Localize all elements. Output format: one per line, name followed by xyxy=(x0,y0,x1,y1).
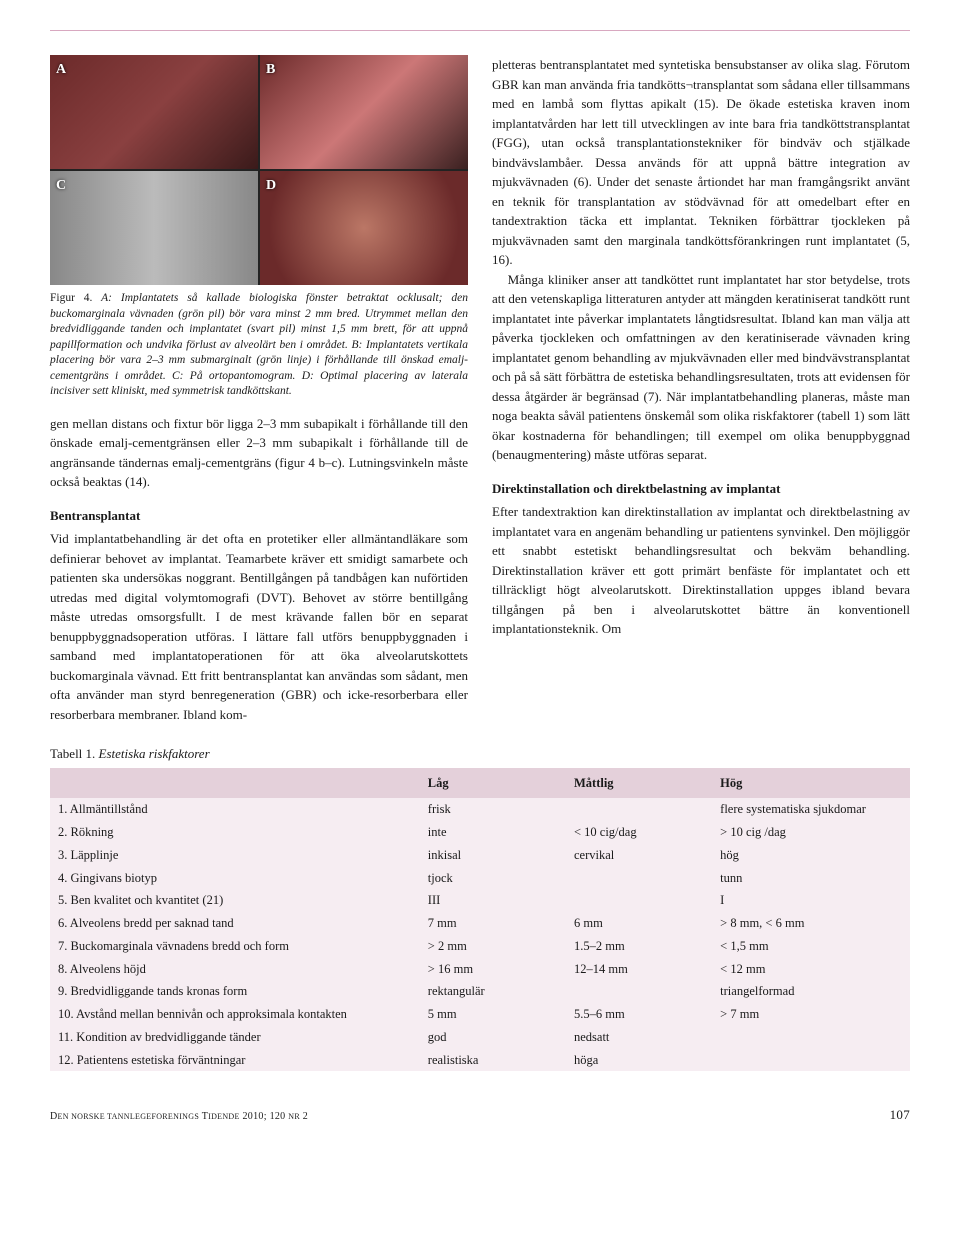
table-cell: 12–14 mm xyxy=(566,958,712,981)
table-row: 11. Kondition av bredvidliggande tänderg… xyxy=(50,1026,910,1049)
table-cell: hög xyxy=(712,844,910,867)
table-cell: god xyxy=(420,1026,566,1049)
figure-4-lead: Figur 4. xyxy=(50,292,92,304)
table-cell xyxy=(566,798,712,821)
right-column: pletteras bentransplantatet med syntetis… xyxy=(492,55,910,724)
table-cell: > 16 mm xyxy=(420,958,566,981)
table-row: 9. Bredvidliggande tands kronas formrekt… xyxy=(50,980,910,1003)
table-cell: frisk xyxy=(420,798,566,821)
table-row: 4. Gingivans biotyptjock tunn xyxy=(50,867,910,890)
table-cell xyxy=(566,980,712,1003)
footer-journal: DEN NORSKE TANNLEGEFORENINGS TIDENDE 201… xyxy=(50,1109,308,1124)
panel-label-b: B xyxy=(266,59,275,80)
table-header-row: Låg Måttlig Hög xyxy=(50,768,910,799)
table-cell: < 10 cig/dag xyxy=(566,821,712,844)
table-cell: flere systematiska sjukdomar xyxy=(712,798,910,821)
figure-4-image-grid: A B C D xyxy=(50,55,468,285)
right-section-head: Direktinstallation och direktbelastning … xyxy=(492,479,910,499)
table-cell: 11. Kondition av bredvidliggande tänder xyxy=(50,1026,420,1049)
th-1: Låg xyxy=(420,768,566,799)
table-cell: 1.5–2 mm xyxy=(566,935,712,958)
th-2: Måttlig xyxy=(566,768,712,799)
table-cell: 6. Alveolens bredd per saknad tand xyxy=(50,912,420,935)
table-cell: < 1,5 mm xyxy=(712,935,910,958)
table-cell: höga xyxy=(566,1049,712,1072)
table-cell: 6 mm xyxy=(566,912,712,935)
table-cell: 8. Alveolens höjd xyxy=(50,958,420,981)
table-cell: 3. Läpplinje xyxy=(50,844,420,867)
table-cell: I xyxy=(712,889,910,912)
table-cell xyxy=(712,1049,910,1072)
table-cell: tjock xyxy=(420,867,566,890)
table-cell: inte xyxy=(420,821,566,844)
page-footer: DEN NORSKE TANNLEGEFORENINGS TIDENDE 201… xyxy=(50,1105,910,1125)
table-cell: > 7 mm xyxy=(712,1003,910,1026)
table-cell: rektangulär xyxy=(420,980,566,1003)
table-cell: 12. Patientens estetiska förväntningar xyxy=(50,1049,420,1072)
figure-panel-b: B xyxy=(260,55,468,169)
right-para-1: pletteras bentransplantatet med syntetis… xyxy=(492,55,910,270)
table-cell: 7 mm xyxy=(420,912,566,935)
table-cell: nedsatt xyxy=(566,1026,712,1049)
table-1-caption: Tabell 1. Estetiska riskfaktorer xyxy=(50,744,910,764)
figure-4-caption-text: A: Implantatets så kallade biologiska fö… xyxy=(50,292,468,397)
left-section-para-1: Vid implantatbehandling är det ofta en p… xyxy=(50,529,468,724)
panel-label-d: D xyxy=(266,175,276,196)
table-cell: > 2 mm xyxy=(420,935,566,958)
table-cell: 2. Rökning xyxy=(50,821,420,844)
two-column-layout: A B C D Figur 4. A: Implantatets så kall… xyxy=(50,55,910,724)
table-cell: > 10 cig /dag xyxy=(712,821,910,844)
table-cell: 4. Gingivans biotyp xyxy=(50,867,420,890)
left-para-1: gen mellan distans och fixtur bör ligga … xyxy=(50,414,468,492)
table-body: 1. Allmäntillståndfrisk flere systematisk… xyxy=(50,798,910,1071)
table-cell xyxy=(566,889,712,912)
table-cell: triangelformad xyxy=(712,980,910,1003)
figure-4-caption: Figur 4. A: Implantatets så kallade biol… xyxy=(50,291,468,400)
table-cell: 7. Buckomarginala vävnadens bredd och fo… xyxy=(50,935,420,958)
table-cell: realistiska xyxy=(420,1049,566,1072)
table-row: 8. Alveolens höjd> 16 mm12–14 mm< 12 mm xyxy=(50,958,910,981)
table-cell xyxy=(566,867,712,890)
table-cell: 5 mm xyxy=(420,1003,566,1026)
table-cell: III xyxy=(420,889,566,912)
table-row: 2. Rökninginte< 10 cig/dag> 10 cig /dag xyxy=(50,821,910,844)
table-cell: 9. Bredvidliggande tands kronas form xyxy=(50,980,420,1003)
th-3: Hög xyxy=(712,768,910,799)
table-cell: inkisal xyxy=(420,844,566,867)
figure-panel-d: D xyxy=(260,171,468,285)
figure-4: A B C D Figur 4. A: Implantatets så kall… xyxy=(50,55,468,400)
table-row: 7. Buckomarginala vävnadens bredd och fo… xyxy=(50,935,910,958)
table-row: 10. Avstånd mellan bennivån och approksi… xyxy=(50,1003,910,1026)
table-1: Låg Måttlig Hög 1. Allmäntillståndfrisk f… xyxy=(50,768,910,1072)
table-head: Låg Måttlig Hög xyxy=(50,768,910,799)
panel-label-c: C xyxy=(56,175,66,196)
table-cell: cervikal xyxy=(566,844,712,867)
table-cell: 5.5–6 mm xyxy=(566,1003,712,1026)
top-rule xyxy=(50,30,910,31)
table-cell: 1. Allmäntillstånd xyxy=(50,798,420,821)
right-section-para-1: Efter tandextraktion kan direktinstallat… xyxy=(492,502,910,639)
table-1-lead: Tabell 1. xyxy=(50,746,95,761)
table-row: 6. Alveolens bredd per saknad tand7 mm6 … xyxy=(50,912,910,935)
table-cell: 10. Avstånd mellan bennivån och approksi… xyxy=(50,1003,420,1026)
left-column: A B C D Figur 4. A: Implantatets så kall… xyxy=(50,55,468,724)
th-0 xyxy=(50,768,420,799)
table-cell: tunn xyxy=(712,867,910,890)
table-cell: 5. Ben kvalitet och kvantitet (21) xyxy=(50,889,420,912)
table-row: 5. Ben kvalitet och kvantitet (21)IIII xyxy=(50,889,910,912)
right-para-2: Många kliniker anser att tandköttet runt… xyxy=(492,270,910,465)
figure-panel-a: A xyxy=(50,55,258,169)
figure-panel-c: C xyxy=(50,171,258,285)
table-row: 3. Läpplinjeinkisalcervikalhög xyxy=(50,844,910,867)
footer-page-number: 107 xyxy=(890,1105,910,1125)
table-cell: > 8 mm, < 6 mm xyxy=(712,912,910,935)
table-row: 1. Allmäntillståndfrisk flere systematisk… xyxy=(50,798,910,821)
table-1-title: Estetiska riskfaktorer xyxy=(99,746,210,761)
footer-journal-tail: 2010; 120 NR 2 xyxy=(243,1111,309,1122)
table-cell xyxy=(712,1026,910,1049)
table-row: 12. Patientens estetiska förväntningarre… xyxy=(50,1049,910,1072)
panel-label-a: A xyxy=(56,59,66,80)
left-section-head: Bentransplantat xyxy=(50,506,468,526)
table-cell: < 12 mm xyxy=(712,958,910,981)
